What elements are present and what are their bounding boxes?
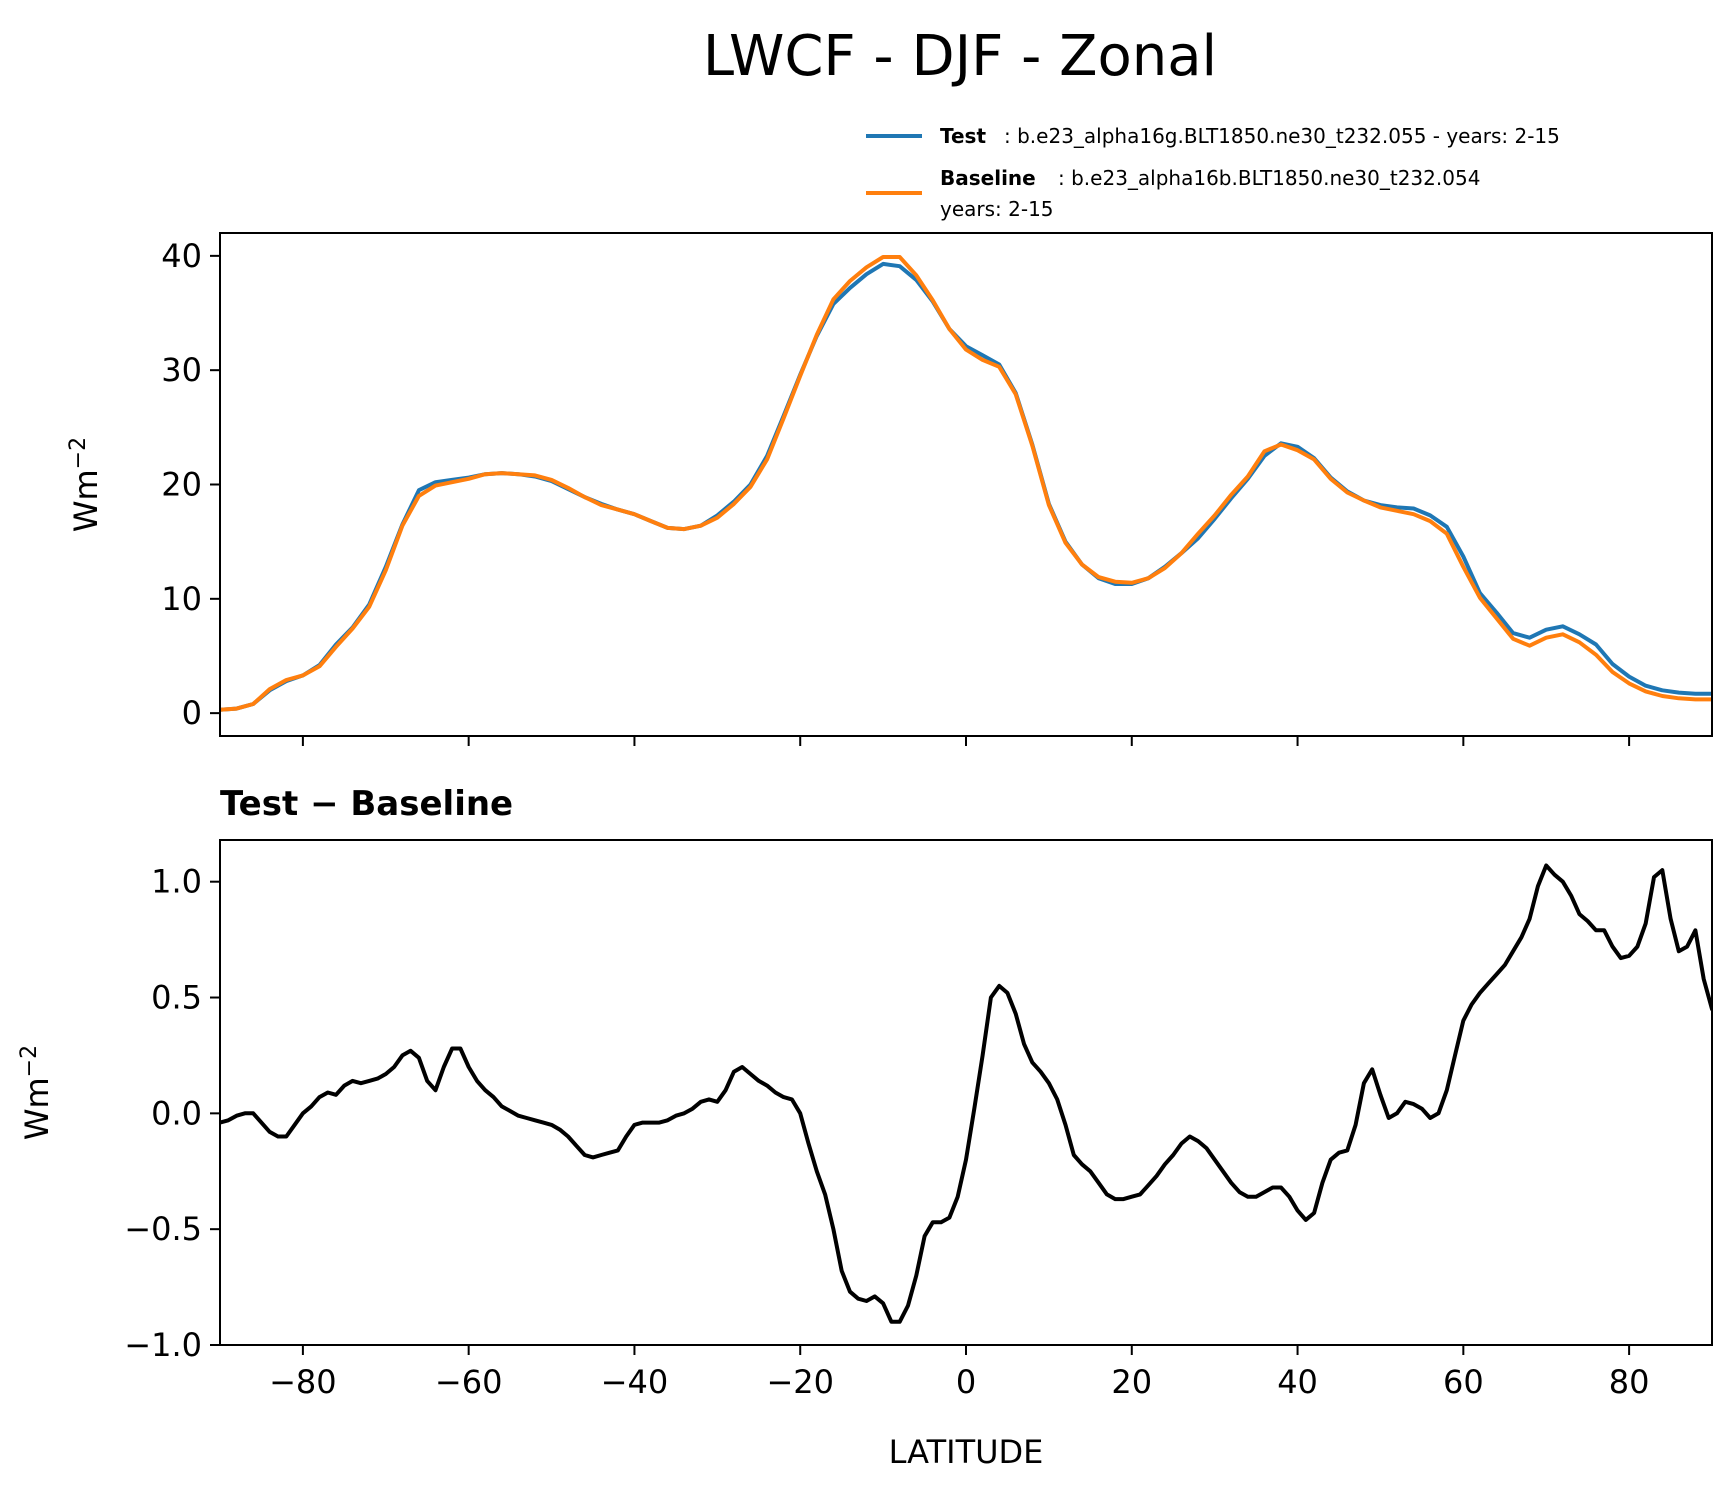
x-tick-label: 20 bbox=[1111, 1363, 1152, 1401]
x-tick-label: 60 bbox=[1443, 1363, 1484, 1401]
x-tick-label: 40 bbox=[1277, 1363, 1318, 1401]
y-tick-label: 0.0 bbox=[151, 1094, 202, 1132]
y-tick-label: 20 bbox=[161, 466, 202, 504]
legend-baseline-label: Baseline bbox=[940, 166, 1036, 190]
y-tick-label: 10 bbox=[161, 580, 202, 618]
x-tick-label: −40 bbox=[601, 1363, 669, 1401]
x-tick-label: −60 bbox=[435, 1363, 503, 1401]
series-line-diff bbox=[220, 863, 1712, 1324]
y-axis-label: Wm−2 bbox=[66, 437, 106, 532]
series-line-test bbox=[220, 261, 1712, 712]
y-tick-label: 40 bbox=[161, 237, 202, 275]
x-tick-label: −20 bbox=[766, 1363, 834, 1401]
x-tick-label: 80 bbox=[1609, 1363, 1650, 1401]
y-tick-label: −1.0 bbox=[124, 1326, 202, 1364]
y-tick-label: 30 bbox=[161, 351, 202, 389]
diff-panel: −80 −60 −40 −20 0 20 40 60 80 −1.0 −0.5 0.0 0.5 1.0 Wm… bbox=[17, 839, 1713, 1401]
y-tick-label: 0.5 bbox=[151, 979, 202, 1017]
figure-title: LWCF - DJF - Zonal bbox=[703, 24, 1217, 89]
x-tick-label: 0 bbox=[956, 1363, 976, 1401]
y-tick-label: 0 bbox=[182, 694, 202, 732]
legend-baseline-text: : b.e23_alpha16b.BLT1850.ne30_t232.054 bbox=[1058, 166, 1480, 190]
y-tick-label: 1.0 bbox=[151, 863, 202, 901]
legend-test-label: Test bbox=[940, 124, 986, 148]
legend: Test : b.e23_alpha16g.BLT1850.ne30_t232.… bbox=[866, 124, 1560, 221]
y-tick-label: −0.5 bbox=[124, 1210, 202, 1248]
series-line-baseline bbox=[220, 255, 1712, 712]
diff-panel-title: Test − Baseline bbox=[220, 784, 513, 824]
top-panel: 0 10 20 30 40 Wm−2 bbox=[66, 232, 1713, 746]
y-axis-label: Wm−2 bbox=[17, 1045, 57, 1140]
axes-frame bbox=[219, 839, 1713, 1346]
legend-test-text: : b.e23_alpha16g.BLT1850.ne30_t232.055 -… bbox=[1004, 124, 1560, 148]
x-axis-label: LATITUDE bbox=[889, 1433, 1044, 1471]
legend-baseline-years: years: 2-15 bbox=[940, 197, 1054, 221]
x-tick-label: −80 bbox=[269, 1363, 337, 1401]
